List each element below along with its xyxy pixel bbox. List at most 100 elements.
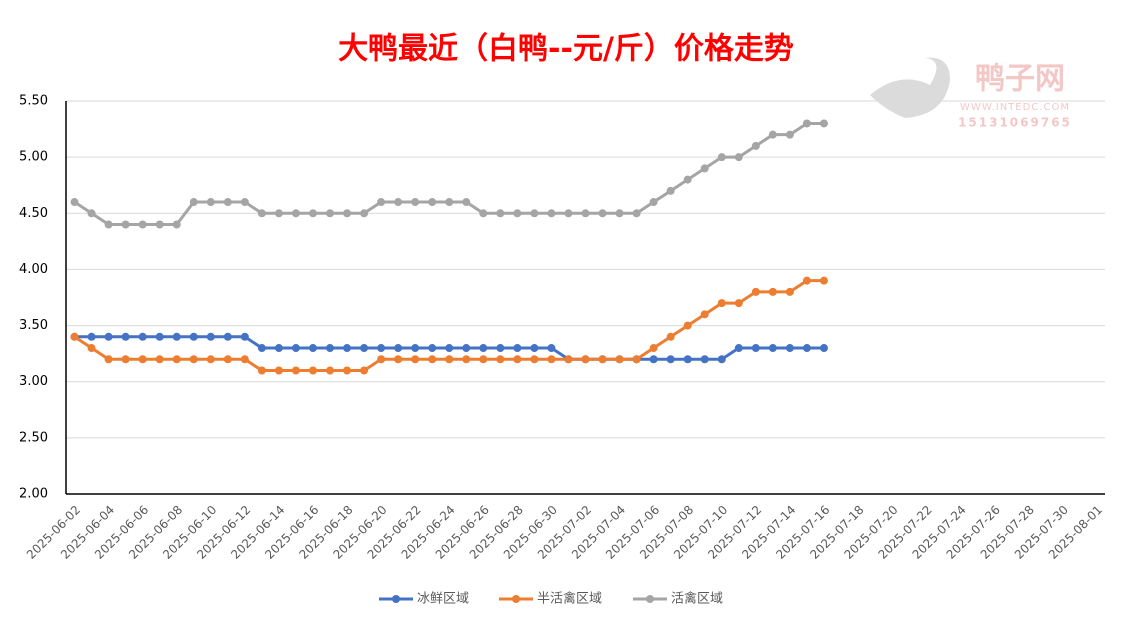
watermark-phone: 15131069765	[958, 116, 1072, 130]
data-point	[240, 355, 249, 364]
data-point	[394, 344, 403, 353]
data-point	[206, 355, 215, 364]
y-tick-label: 3.50	[19, 318, 48, 333]
data-point	[462, 344, 471, 353]
data-point	[530, 344, 539, 353]
data-point	[530, 209, 539, 218]
data-point	[819, 276, 828, 285]
data-point	[308, 209, 317, 218]
data-point	[700, 355, 709, 364]
data-point	[819, 344, 828, 353]
data-point	[70, 332, 79, 341]
data-point	[138, 332, 147, 341]
watermark: 鸭子网 WWW.INTEDC.COM 15131069765	[870, 57, 1072, 130]
data-point	[308, 366, 317, 375]
legend-label: 半活禽区域	[537, 591, 602, 607]
data-point	[751, 344, 760, 353]
data-point	[802, 276, 811, 285]
data-point	[802, 119, 811, 128]
legend-marker	[392, 595, 400, 603]
data-point	[479, 355, 488, 364]
data-point	[223, 332, 232, 341]
y-tick-label: 5.50	[19, 94, 48, 109]
data-point	[87, 332, 96, 341]
data-point	[666, 186, 675, 195]
data-point	[717, 153, 726, 162]
data-point	[104, 220, 113, 229]
data-point	[462, 198, 471, 207]
data-point	[240, 332, 249, 341]
data-point	[513, 344, 522, 353]
data-point	[700, 164, 709, 173]
y-tick-label: 2.50	[19, 430, 48, 445]
data-point	[819, 119, 828, 128]
y-tick-label: 4.50	[19, 206, 48, 221]
data-point	[734, 344, 743, 353]
data-point	[189, 198, 198, 207]
data-point	[734, 153, 743, 162]
data-point	[462, 355, 471, 364]
data-point	[206, 332, 215, 341]
data-point	[411, 198, 420, 207]
data-point	[308, 344, 317, 353]
data-point	[360, 344, 369, 353]
data-point	[479, 344, 488, 353]
data-point	[768, 344, 777, 353]
data-point	[206, 198, 215, 207]
data-point	[428, 355, 437, 364]
data-point	[394, 198, 403, 207]
data-point	[513, 355, 522, 364]
data-point	[121, 332, 130, 341]
data-point	[683, 175, 692, 184]
data-point	[223, 355, 232, 364]
data-point	[326, 344, 335, 353]
data-point	[291, 344, 300, 353]
data-point	[394, 355, 403, 364]
data-point	[785, 130, 794, 139]
data-point	[649, 198, 658, 207]
series	[70, 119, 828, 229]
data-point	[343, 366, 352, 375]
data-point	[138, 220, 147, 229]
data-point	[615, 209, 624, 218]
data-point	[751, 287, 760, 296]
y-tick-label: 2.00	[19, 487, 48, 502]
data-point	[428, 344, 437, 353]
watermark-brand: 鸭子网	[975, 62, 1065, 97]
data-point	[496, 355, 505, 364]
chart-title: 大鸭最近（白鸭--元/斤）价格走势	[338, 32, 794, 67]
data-point	[377, 344, 386, 353]
data-point	[632, 355, 641, 364]
data-point	[172, 355, 181, 364]
watermark-site: WWW.INTEDC.COM	[960, 102, 1070, 113]
data-point	[496, 209, 505, 218]
data-point	[411, 344, 420, 353]
data-point	[581, 209, 590, 218]
watermark-logo	[870, 57, 950, 118]
data-point	[87, 209, 96, 218]
data-point	[445, 198, 454, 207]
data-point	[291, 209, 300, 218]
data-point	[649, 355, 658, 364]
data-point	[785, 344, 794, 353]
y-tick-label: 5.00	[19, 150, 48, 165]
data-point	[121, 355, 130, 364]
data-point	[768, 287, 777, 296]
legend-item: 冰鲜区域	[379, 592, 469, 607]
data-point	[445, 355, 454, 364]
data-point	[734, 299, 743, 308]
data-point	[274, 209, 283, 218]
data-point	[223, 198, 232, 207]
data-point	[717, 299, 726, 308]
data-point	[121, 220, 130, 229]
data-point	[445, 344, 454, 353]
data-point	[649, 344, 658, 353]
data-point	[326, 366, 335, 375]
data-point	[598, 209, 607, 218]
series	[70, 276, 828, 375]
data-point	[632, 209, 641, 218]
data-point	[155, 220, 164, 229]
data-point	[172, 220, 181, 229]
